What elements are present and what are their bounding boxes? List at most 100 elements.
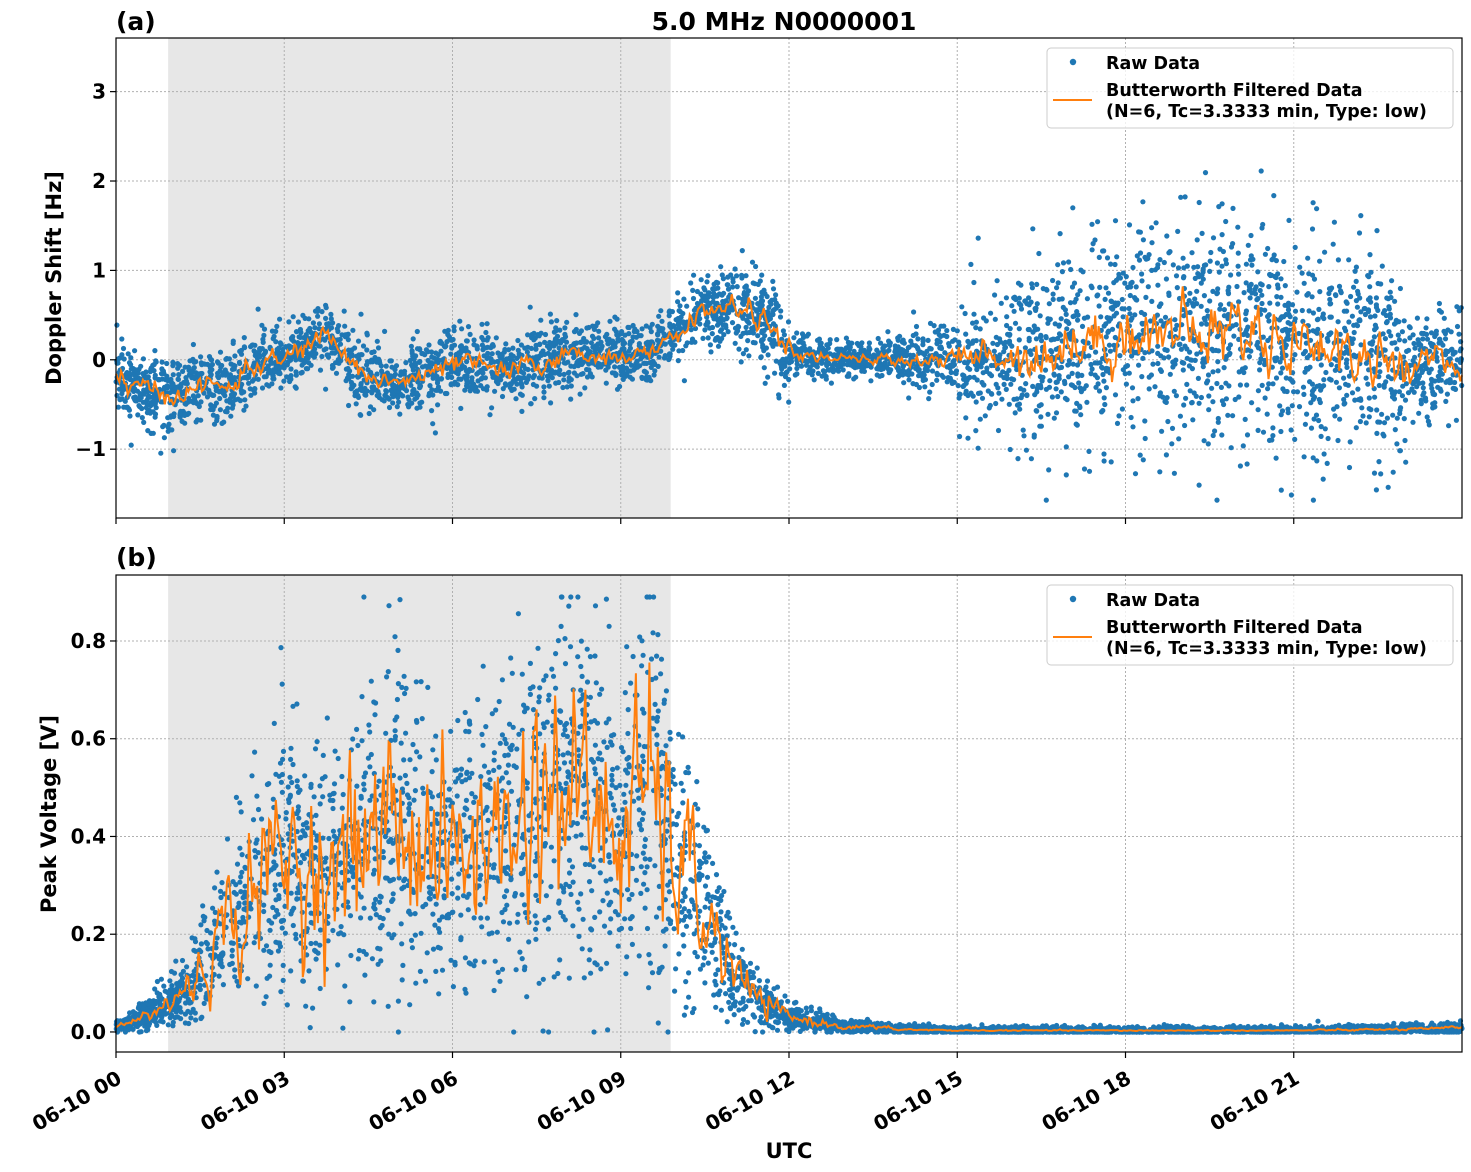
raw-data-point — [310, 320, 316, 326]
raw-data-point — [1373, 295, 1379, 301]
raw-data-point — [191, 359, 197, 365]
raw-data-point — [1052, 321, 1058, 327]
raw-data-point — [231, 375, 238, 381]
raw-data-point — [1007, 326, 1013, 332]
raw-data-point — [607, 318, 613, 324]
raw-data-point — [823, 360, 830, 367]
raw-data-point — [1085, 314, 1091, 320]
raw-data-point — [708, 349, 714, 355]
raw-data-point — [1278, 428, 1284, 435]
raw-data-point — [159, 376, 165, 382]
raw-data-point — [457, 318, 463, 324]
raw-data-point — [970, 320, 976, 326]
raw-data-point — [479, 342, 485, 348]
raw-data-point — [549, 375, 555, 381]
raw-data-point — [1351, 329, 1357, 336]
raw-data-point — [158, 371, 165, 377]
raw-data-point — [1401, 318, 1407, 324]
raw-data-point — [428, 390, 434, 396]
raw-data-point — [319, 353, 325, 360]
raw-data-point — [800, 334, 807, 340]
raw-data-point — [346, 402, 352, 409]
raw-data-point — [1419, 330, 1425, 336]
raw-data-point — [1314, 330, 1320, 336]
raw-data-point — [120, 345, 127, 352]
raw-data-point — [1337, 416, 1343, 422]
raw-data-point — [1273, 375, 1280, 381]
raw-data-point — [353, 401, 359, 407]
raw-data-point — [285, 359, 291, 365]
raw-data-point — [1279, 314, 1285, 320]
raw-data-point — [1088, 283, 1094, 289]
raw-data-point — [145, 394, 151, 400]
raw-data-point — [338, 358, 344, 364]
raw-data-point — [132, 386, 138, 392]
raw-data-point — [1309, 226, 1316, 232]
raw-data-point — [1007, 446, 1013, 453]
raw-data-point — [1346, 373, 1352, 379]
raw-data-point — [617, 383, 623, 390]
raw-data-point — [705, 335, 711, 341]
raw-data-point — [760, 336, 766, 342]
raw-data-point — [408, 343, 414, 349]
raw-data-point — [612, 326, 618, 332]
raw-data-point — [485, 344, 491, 350]
raw-data-point — [528, 401, 534, 407]
raw-data-point — [148, 366, 154, 372]
raw-data-point — [824, 342, 830, 348]
raw-data-point — [612, 340, 618, 346]
raw-data-point — [1199, 230, 1205, 236]
raw-data-point — [316, 343, 322, 349]
raw-data-point — [1038, 402, 1044, 408]
raw-data-point — [814, 364, 820, 370]
raw-data-point — [1219, 201, 1225, 207]
raw-data-point — [736, 295, 742, 301]
raw-data-point — [1074, 422, 1080, 428]
raw-data-point — [1270, 381, 1276, 387]
raw-data-point — [1096, 254, 1102, 260]
raw-data-point — [1454, 304, 1460, 310]
raw-data-point — [150, 409, 156, 415]
raw-data-point — [858, 344, 864, 350]
raw-data-point — [1084, 399, 1090, 405]
raw-data-point — [1050, 291, 1056, 297]
raw-data-point — [1374, 228, 1380, 234]
raw-data-point — [1221, 365, 1227, 371]
raw-data-point — [1108, 298, 1114, 304]
raw-data-point — [1207, 298, 1213, 304]
raw-data-point — [438, 376, 445, 382]
raw-data-point — [568, 377, 574, 383]
raw-data-point — [886, 338, 892, 344]
raw-data-point — [1302, 348, 1308, 354]
raw-data-point — [660, 326, 666, 332]
raw-data-point — [975, 390, 982, 396]
raw-data-point — [1011, 308, 1017, 314]
raw-data-point — [575, 358, 582, 364]
raw-data-point — [568, 891, 574, 898]
raw-data-point — [1182, 194, 1188, 200]
raw-data-point — [906, 395, 912, 401]
raw-data-point — [1342, 325, 1348, 331]
raw-data-point — [1142, 418, 1148, 424]
raw-data-point — [359, 352, 365, 358]
raw-data-point — [119, 352, 125, 358]
raw-data-point — [1173, 393, 1179, 399]
raw-data-point — [1083, 383, 1089, 389]
raw-data-point — [255, 306, 261, 312]
raw-data-point — [238, 387, 244, 394]
raw-data-point — [962, 310, 968, 317]
raw-data-point — [698, 277, 704, 283]
raw-data-point — [1411, 389, 1417, 395]
raw-data-point — [725, 329, 731, 335]
raw-data-point — [765, 374, 771, 380]
raw-data-point — [1183, 395, 1189, 401]
raw-data-point — [571, 370, 578, 376]
raw-data-point — [717, 328, 724, 334]
raw-data-point — [1026, 335, 1032, 341]
raw-data-point — [1031, 432, 1037, 438]
raw-data-point — [474, 371, 480, 377]
legend-filtered-label: Butterworth Filtered Data — [1106, 81, 1363, 101]
raw-data-point — [1221, 307, 1227, 313]
raw-data-point — [1017, 406, 1023, 412]
raw-data-point — [1278, 487, 1284, 493]
